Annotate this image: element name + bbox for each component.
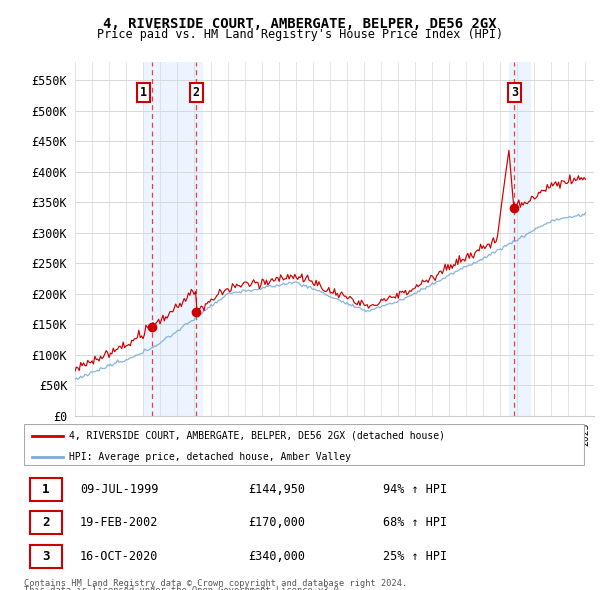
Text: 4, RIVERSIDE COURT, AMBERGATE, BELPER, DE56 2GX: 4, RIVERSIDE COURT, AMBERGATE, BELPER, D…: [103, 17, 497, 31]
Text: 09-JUL-1999: 09-JUL-1999: [80, 483, 158, 496]
FancyBboxPatch shape: [24, 424, 584, 466]
FancyBboxPatch shape: [29, 477, 62, 501]
Text: £170,000: £170,000: [248, 516, 305, 529]
Text: This data is licensed under the Open Government Licence v3.0.: This data is licensed under the Open Gov…: [24, 586, 344, 590]
Text: 3: 3: [42, 550, 50, 563]
Text: 1: 1: [140, 86, 146, 99]
Text: 2: 2: [42, 516, 50, 529]
Bar: [509, 62, 531, 416]
FancyBboxPatch shape: [29, 511, 62, 535]
Bar: [143, 62, 203, 416]
Text: £144,950: £144,950: [248, 483, 305, 496]
FancyBboxPatch shape: [29, 545, 62, 568]
Text: 3: 3: [511, 86, 518, 99]
Text: 2: 2: [193, 86, 200, 99]
Text: HPI: Average price, detached house, Amber Valley: HPI: Average price, detached house, Ambe…: [69, 452, 351, 462]
Text: £340,000: £340,000: [248, 550, 305, 563]
Text: 16-OCT-2020: 16-OCT-2020: [80, 550, 158, 563]
Text: 1: 1: [42, 483, 50, 496]
Text: 94% ↑ HPI: 94% ↑ HPI: [383, 483, 447, 496]
Text: Contains HM Land Registry data © Crown copyright and database right 2024.: Contains HM Land Registry data © Crown c…: [24, 579, 407, 588]
Text: 25% ↑ HPI: 25% ↑ HPI: [383, 550, 447, 563]
Text: Price paid vs. HM Land Registry's House Price Index (HPI): Price paid vs. HM Land Registry's House …: [97, 28, 503, 41]
Text: 19-FEB-2002: 19-FEB-2002: [80, 516, 158, 529]
Text: 4, RIVERSIDE COURT, AMBERGATE, BELPER, DE56 2GX (detached house): 4, RIVERSIDE COURT, AMBERGATE, BELPER, D…: [69, 431, 445, 441]
Text: 68% ↑ HPI: 68% ↑ HPI: [383, 516, 447, 529]
